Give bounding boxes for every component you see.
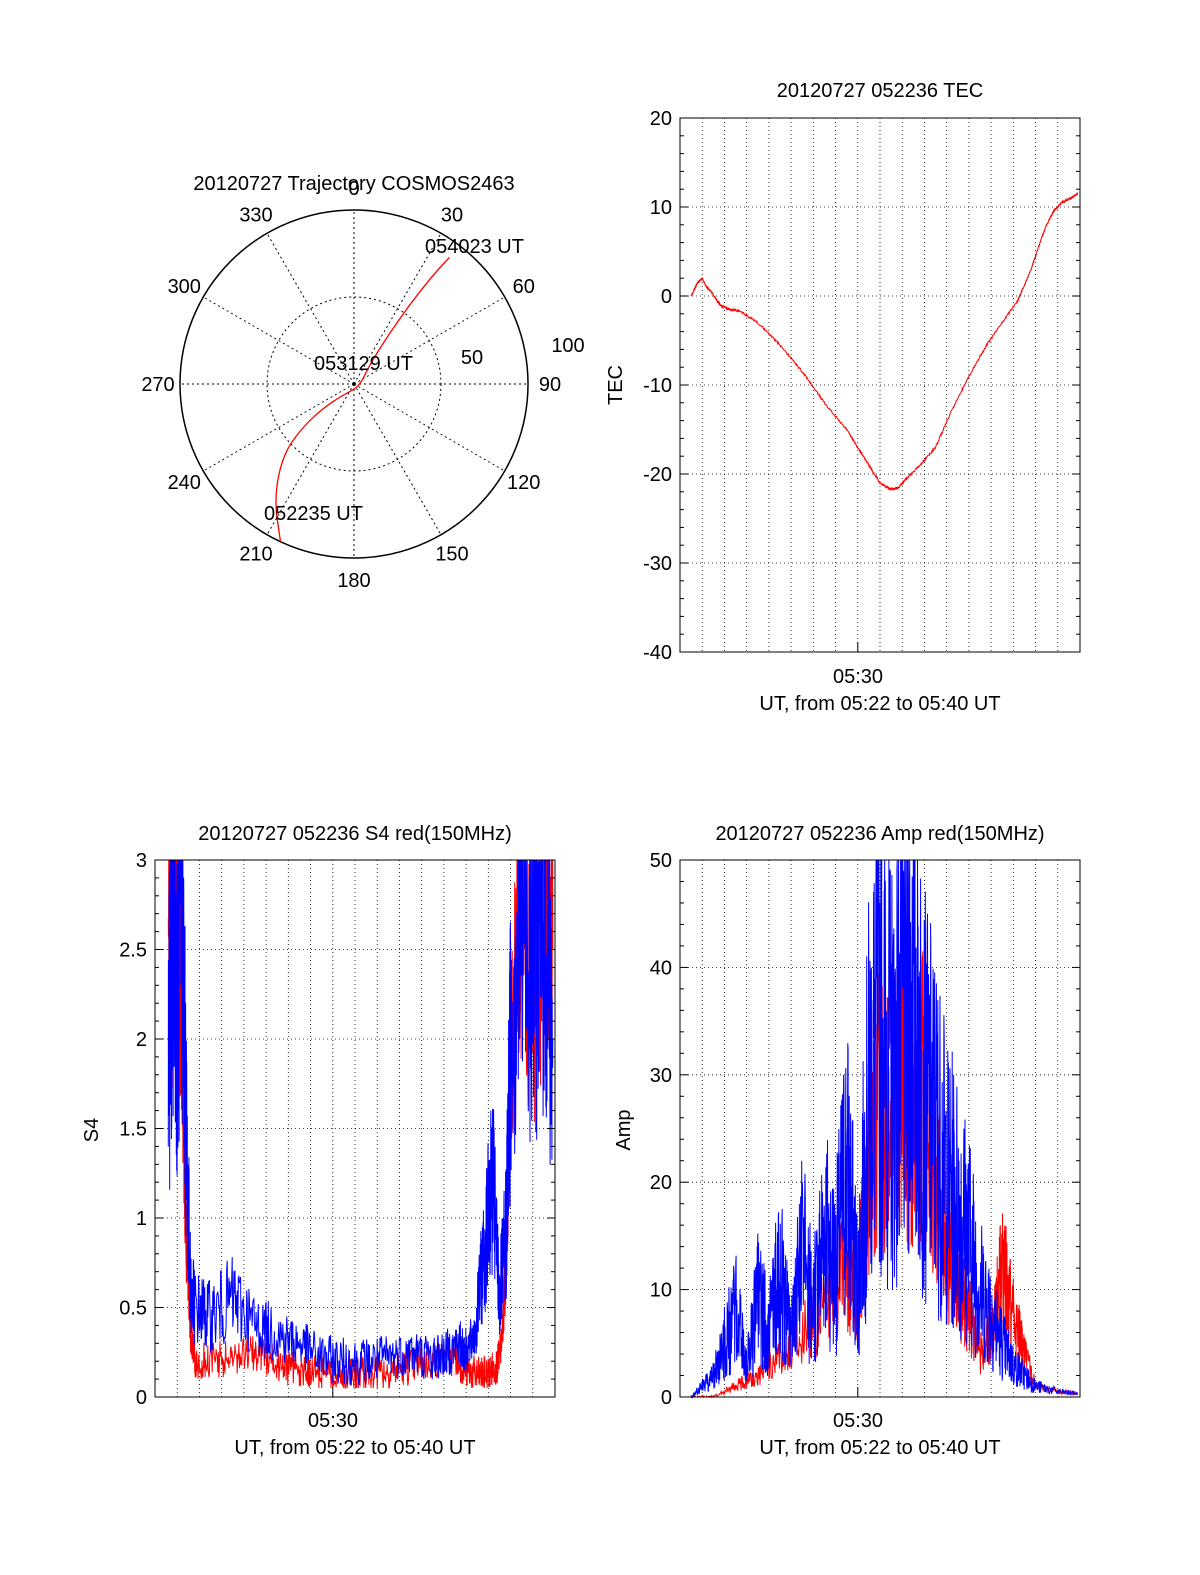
tec-ytick-label: 20 xyxy=(650,108,672,130)
polar-outer-ring xyxy=(179,209,529,559)
polar-azimuth-label: 150 xyxy=(435,544,468,566)
tec-ytick-label: -20 xyxy=(643,464,672,486)
s4-ytick-label: 0.5 xyxy=(119,1298,147,1320)
s4-ytick-label: 2.5 xyxy=(119,940,147,962)
tec-ytick-label: -10 xyxy=(643,375,672,397)
polar-azimuth-label: 300 xyxy=(168,276,201,298)
s4-ytick-label: 0 xyxy=(136,1387,147,1409)
amp-ytick-label: 30 xyxy=(650,1065,672,1087)
polar-spoke xyxy=(266,233,355,385)
amp-title: 20120727 052236 Amp red(150MHz) xyxy=(715,823,1044,845)
polar-azimuth-label: 30 xyxy=(441,204,463,226)
s4-series-line xyxy=(167,859,554,1386)
tec-series xyxy=(690,192,1079,492)
amp-series xyxy=(690,859,1079,1399)
polar-azimuth-label: 240 xyxy=(168,472,201,494)
tec-ytick-label: -40 xyxy=(643,642,672,664)
s4-ylabel: S4 xyxy=(81,1118,103,1142)
s4-grid xyxy=(155,860,555,1397)
tec-y-ticks: -40 -30 -20 -10 0 10 20 xyxy=(643,108,1080,664)
amp-ylabel: Amp xyxy=(613,1109,635,1150)
s4-series xyxy=(167,859,554,1389)
tec-xtick-label: 05:30 xyxy=(833,666,883,688)
amp-ytick-label: 0 xyxy=(661,1387,672,1409)
tec-title: 20120727 052236 TEC xyxy=(777,80,983,102)
polar-azimuth-labels: 0 30 60 90 120 150 180 210 240 270 300 330 xyxy=(141,178,561,592)
polar-radial-labels: 50 100 xyxy=(461,335,585,369)
polar-radial-label: 100 xyxy=(551,335,584,357)
tec-ytick-label: -30 xyxy=(643,553,672,575)
tec-xlabel: UT, from 05:22 to 05:40 UT xyxy=(759,693,1000,715)
polar-spoke xyxy=(353,383,505,472)
amp-y-ticks: 0 10 20 30 40 50 xyxy=(650,850,1080,1409)
polar-azimuth-label: 180 xyxy=(337,570,370,592)
s4-ytick-label: 1.5 xyxy=(119,1119,147,1141)
polar-azimuth-label: 0 xyxy=(348,178,359,200)
tec-ytick-label: 10 xyxy=(650,197,672,219)
amp-xtick-label: 05:30 xyxy=(833,1410,883,1432)
polar-spoke xyxy=(353,296,505,385)
polar-radial-label: 50 xyxy=(461,347,483,369)
polar-title: 20120727 Trajectory COSMOS2463 xyxy=(193,173,514,195)
polar-spoke xyxy=(266,383,355,535)
s4-xtick-label: 05:30 xyxy=(308,1410,358,1432)
annotation-mid-time: 053129 UT xyxy=(314,353,413,375)
s4-ytick-label: 3 xyxy=(136,850,147,872)
polar-chart: 20120727 Trajectory COSMOS2463 0 30 60 90 12… xyxy=(141,173,584,592)
polar-azimuth-label: 120 xyxy=(507,472,540,494)
polar-azimuth-label: 90 xyxy=(539,374,561,396)
s4-ytick-label: 1 xyxy=(136,1208,147,1230)
amp-ytick-label: 10 xyxy=(650,1280,672,1302)
amp-ytick-label: 50 xyxy=(650,850,672,872)
polar-spoke xyxy=(353,383,442,535)
amp-xlabel: UT, from 05:22 to 05:40 UT xyxy=(759,1437,1000,1459)
s4-xlabel: UT, from 05:22 to 05:40 UT xyxy=(234,1437,475,1459)
trajectory-line xyxy=(275,256,450,542)
tec-ylabel: TEC xyxy=(605,365,627,405)
polar-azimuth-label: 330 xyxy=(239,204,272,226)
annotation-start-time: 052235 UT xyxy=(264,503,363,525)
tec-series-line xyxy=(690,192,1079,492)
polar-grid xyxy=(179,209,529,559)
amp-ytick-label: 20 xyxy=(650,1172,672,1194)
amp-plot-frame xyxy=(679,859,1081,1398)
polar-azimuth-label: 270 xyxy=(141,374,174,396)
polar-spoke xyxy=(353,233,442,385)
s4-y-ticks: 0 0.5 1 1.5 2 2.5 3 xyxy=(119,850,555,1409)
s4-ytick-label: 2 xyxy=(136,1029,147,1051)
tec-ytick-label: 0 xyxy=(661,286,672,308)
s4-title: 20120727 052236 S4 red(150MHz) xyxy=(198,823,512,845)
tec-chart: 20120727 052236 TEC -40 -30 -20 -10 0 10 20 05… xyxy=(605,80,1081,715)
amp-series-line xyxy=(690,859,1079,1399)
amp-ytick-label: 40 xyxy=(650,957,672,979)
polar-azimuth-label: 60 xyxy=(513,276,535,298)
annotation-end-time: 054023 UT xyxy=(425,236,524,258)
polar-spoke xyxy=(203,296,355,385)
polar-spoke xyxy=(203,383,355,472)
polar-azimuth-label: 210 xyxy=(239,544,272,566)
amp-chart: 20120727 052236 Amp red(150MHz) 0 10 20 30 4… xyxy=(613,823,1081,1459)
s4-chart: 20120727 052236 S4 red(150MHz) 0 0.5 1 1.5 2… xyxy=(81,823,556,1459)
tec-grid xyxy=(680,118,1080,652)
